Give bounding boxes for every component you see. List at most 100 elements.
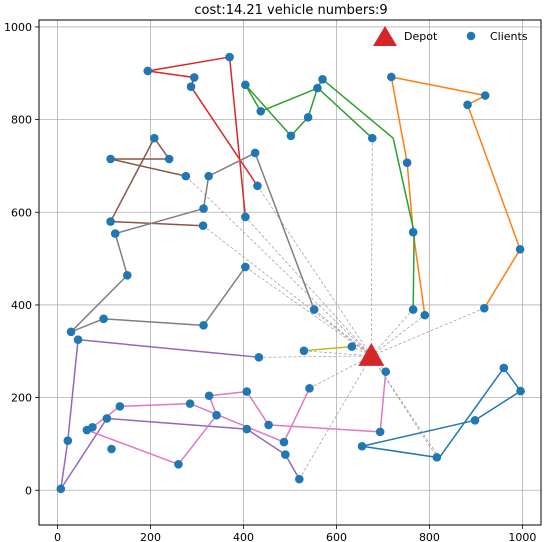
- client-point-54: [375, 427, 385, 437]
- route-2-segment-4: [322, 78, 394, 139]
- client-point-62: [470, 415, 480, 425]
- client-point-37: [254, 352, 264, 362]
- client-point-44: [299, 346, 309, 356]
- route-1-segment-7: [466, 104, 521, 250]
- route-5-segment-5: [115, 207, 204, 235]
- route-9-segment-3: [361, 419, 476, 447]
- y-tick-label-200: 200: [11, 392, 32, 405]
- route-7-segment-9: [298, 355, 372, 480]
- route-2-segment-8: [244, 84, 292, 137]
- x-tick-label-600: 600: [326, 531, 347, 542]
- route-7-segment-7: [246, 428, 286, 456]
- route-8-segment-8: [86, 429, 179, 466]
- client-point-35: [250, 148, 260, 158]
- client-point-51: [357, 441, 367, 451]
- legend-clients-marker: [466, 31, 476, 41]
- client-point-56: [402, 158, 412, 167]
- route-1-segment-1: [371, 314, 426, 357]
- client-point-15: [143, 66, 153, 76]
- client-point-26: [204, 171, 213, 181]
- client-point-29: [225, 52, 234, 62]
- route-2-segment-10: [260, 87, 319, 112]
- clients: [56, 52, 525, 494]
- route-2-segment-11: [317, 87, 373, 139]
- client-point-34: [242, 387, 252, 396]
- route-7-segment-8: [284, 454, 300, 480]
- route-4-segment-2: [110, 220, 204, 227]
- route-1-segment-4: [390, 76, 408, 163]
- route-9-segment-2: [361, 445, 437, 459]
- y-tick-label-800: 800: [11, 114, 32, 127]
- route-6-segment-3: [303, 350, 372, 357]
- route-2-segment-3: [392, 137, 415, 233]
- y-tick-label-1000: 1000: [4, 21, 32, 34]
- client-point-28: [212, 410, 221, 420]
- client-point-57: [408, 227, 418, 237]
- depot-marker: [358, 342, 385, 366]
- route-4-segment-1: [202, 225, 372, 357]
- client-point-40: [279, 437, 289, 447]
- client-point-10: [106, 154, 115, 164]
- route-8-segment-2: [379, 371, 387, 432]
- client-point-3: [66, 327, 76, 337]
- client-point-30: [241, 212, 250, 222]
- client-point-42: [286, 131, 296, 141]
- legend-depot-label: Depot: [404, 30, 438, 43]
- client-point-24: [199, 204, 208, 213]
- route-7-segment-3: [67, 339, 79, 441]
- route-9-segment-4: [474, 390, 521, 421]
- x-tick-label-1000: 1000: [508, 531, 536, 542]
- route-2-segment-12: [370, 138, 373, 356]
- route-8-segment-3: [268, 424, 381, 433]
- route-8-segment-5: [209, 390, 247, 397]
- client-point-1: [56, 484, 66, 494]
- legend: Depot Clients: [373, 26, 528, 46]
- legend-depot-marker: [373, 26, 397, 46]
- route-7-segment-5: [60, 418, 108, 490]
- client-point-8: [102, 414, 112, 423]
- route-2-segment-1: [371, 309, 414, 357]
- route-1-segment-2: [412, 232, 426, 316]
- client-point-7: [99, 314, 108, 324]
- client-point-66: [515, 245, 525, 254]
- route-3-segment-4: [147, 70, 195, 79]
- client-point-45: [303, 112, 313, 122]
- client-point-60: [432, 453, 442, 462]
- route-3-segment-7: [257, 185, 372, 357]
- route-8-segment-4: [246, 391, 270, 426]
- client-point-41: [281, 450, 290, 459]
- route-3-segment-2: [228, 56, 247, 217]
- client-point-58: [408, 305, 418, 314]
- depot: [358, 342, 385, 366]
- route-7-segment-4: [60, 440, 69, 489]
- legend-clients-label: Clients: [490, 30, 528, 43]
- route-5-segment-9: [103, 318, 204, 327]
- client-point-67: [516, 386, 525, 396]
- route-3-segment-3: [147, 56, 230, 72]
- client-point-25: [199, 321, 208, 330]
- client-point-33: [242, 424, 252, 434]
- client-point-38: [256, 106, 266, 116]
- client-point-52: [367, 133, 377, 143]
- route-5-segment-10: [202, 266, 246, 326]
- route-5-segment-11: [245, 266, 372, 357]
- route-5-segment-1: [313, 309, 372, 357]
- client-point-55: [387, 72, 396, 82]
- client-point-43: [294, 474, 304, 484]
- y-tick-label-600: 600: [11, 206, 32, 219]
- route-4-segment-7: [185, 175, 372, 357]
- y-tick-label-400: 400: [11, 299, 32, 312]
- client-point-49: [318, 75, 327, 84]
- client-point-47: [309, 305, 319, 314]
- route-2-segment-2: [412, 232, 415, 310]
- chart-title: cost:14.21 vehicle numbers:9: [194, 3, 387, 18]
- client-point-18: [174, 460, 183, 469]
- client-point-14: [123, 270, 132, 280]
- route-7-segment-6: [106, 417, 247, 430]
- client-point-39: [264, 420, 273, 430]
- route-6-segment-1: [351, 346, 372, 357]
- client-point-32: [241, 262, 250, 272]
- client-point-13: [115, 402, 125, 411]
- y-tick-label-0: 0: [25, 484, 32, 497]
